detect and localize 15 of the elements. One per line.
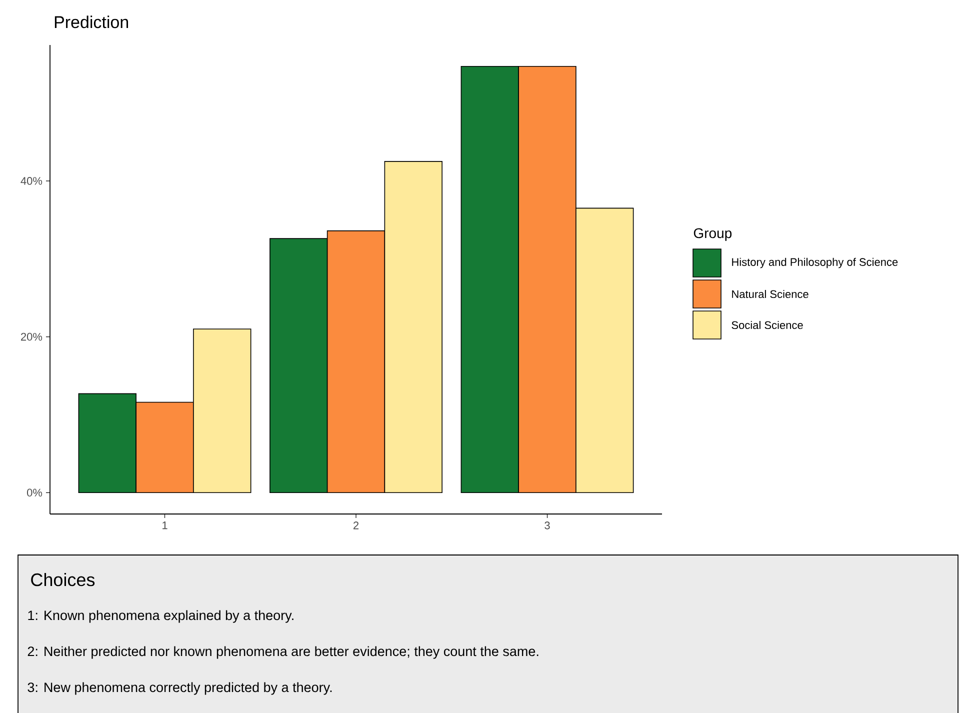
text: History and Philosophy of Science: [732, 258, 898, 268]
x-tick-label: 3: [544, 522, 550, 530]
text: Choices: [31, 572, 95, 586]
y-tick-label: 0%: [26, 488, 42, 497]
text: 1: Known phenomena explained by a theory.: [28, 610, 294, 623]
chart-title: Prediction: [54, 16, 128, 28]
y-tick-label: 40%: [20, 177, 42, 185]
x-tick-label: 2: [353, 522, 359, 530]
x-tick-label: 1: [162, 522, 168, 530]
text: Social Science: [732, 320, 803, 330]
text: 2: Neither predicted nor known phenomena are better evidence; they count the same.: [28, 646, 538, 659]
legend-title: Group: [694, 228, 732, 241]
text: Natural Science: [732, 290, 808, 298]
text: 3: New phenomena correctly predicted by a theory.: [28, 682, 332, 695]
y-tick-label: 20%: [21, 332, 42, 341]
